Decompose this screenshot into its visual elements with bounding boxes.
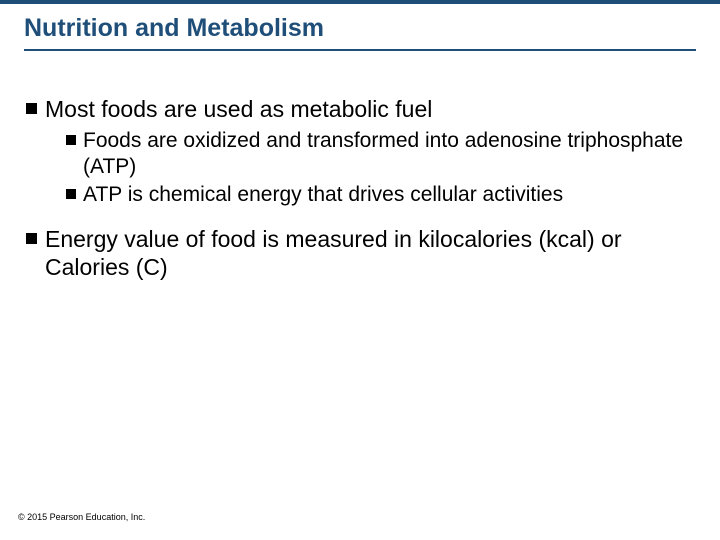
bullet-level1: Most foods are used as metabolic fuel xyxy=(26,95,694,124)
bullet-level1: Energy value of food is measured in kilo… xyxy=(26,225,694,283)
bullet-level2: Foods are oxidized and transformed into … xyxy=(66,128,694,181)
title-container: Nutrition and Metabolism xyxy=(0,4,720,57)
bullet-text: Most foods are used as metabolic fuel xyxy=(45,95,432,124)
sub-bullet-list: Foods are oxidized and transformed into … xyxy=(66,128,694,209)
square-bullet-icon xyxy=(26,233,37,244)
square-bullet-icon xyxy=(66,135,76,145)
bullet-text: Energy value of food is measured in kilo… xyxy=(45,225,694,283)
title-underline xyxy=(24,49,696,51)
bullet-level2: ATP is chemical energy that drives cellu… xyxy=(66,182,694,208)
copyright-text: © 2015 Pearson Education, Inc. xyxy=(18,512,145,522)
slide-content: Most foods are used as metabolic fuel Fo… xyxy=(0,57,720,282)
slide-title: Nutrition and Metabolism xyxy=(24,14,696,43)
bullet-text: Foods are oxidized and transformed into … xyxy=(83,128,694,181)
square-bullet-icon xyxy=(66,189,76,199)
bullet-text: ATP is chemical energy that drives cellu… xyxy=(83,182,563,208)
square-bullet-icon xyxy=(26,103,37,114)
